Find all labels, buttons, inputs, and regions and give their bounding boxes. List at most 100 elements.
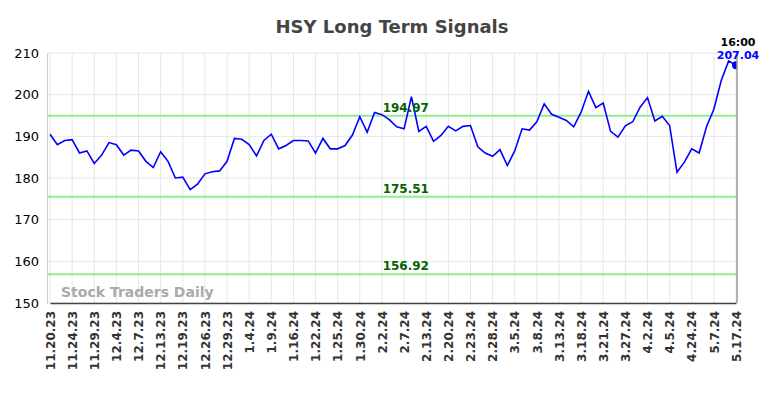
grid-line-x <box>227 53 228 303</box>
grid-line-x <box>492 53 493 303</box>
grid-line-x <box>625 53 626 303</box>
x-tick: 1.16.24 <box>287 303 301 362</box>
x-tick-label: 3.5.24 <box>508 311 522 354</box>
y-tick: 170 <box>14 212 47 227</box>
level-label: 175.51 <box>383 182 429 196</box>
x-tick: 11.24.23 <box>66 303 80 370</box>
grid-line-x <box>204 53 205 303</box>
x-tick: 12.29.23 <box>221 303 235 370</box>
x-tick-label: 2.2.24 <box>376 311 390 354</box>
x-tick: 12.13.23 <box>154 303 168 370</box>
x-tick: 3.27.24 <box>619 303 633 362</box>
x-tick-label: 1.30.24 <box>354 311 368 362</box>
x-tick: 4.24.24 <box>685 303 699 362</box>
x-tick-label: 4.5.24 <box>663 311 677 354</box>
x-tick: 2.13.24 <box>420 303 434 362</box>
grid-line-x <box>72 53 73 303</box>
y-tick: 160 <box>14 254 47 269</box>
grid-line-x <box>50 53 51 303</box>
grid-line-x <box>558 53 559 303</box>
x-tick-label: 12.29.23 <box>221 311 235 370</box>
x-tick-label: 2.28.24 <box>486 311 500 362</box>
level-label: 194.97 <box>383 101 429 115</box>
x-tick: 11.29.23 <box>88 303 102 370</box>
y-tick: 150 <box>14 296 47 311</box>
x-tick: 1.4.24 <box>243 303 257 354</box>
grid-line-y <box>47 136 737 137</box>
grid <box>47 53 737 303</box>
x-tick-label: 11.24.23 <box>66 311 80 370</box>
x-tick-label: 5.7.24 <box>708 311 722 354</box>
grid-line-y <box>47 53 737 54</box>
grid-line-x <box>138 53 139 303</box>
x-tick-label: 2.23.24 <box>464 311 478 362</box>
x-tick-label: 1.16.24 <box>287 311 301 362</box>
y-tick: 200 <box>14 87 47 102</box>
price-line <box>50 61 736 190</box>
x-tick: 12.26.23 <box>199 303 213 370</box>
x-tick-label: 12.13.23 <box>154 311 168 370</box>
x-tick: 3.5.24 <box>508 303 522 354</box>
x-tick: 1.22.24 <box>309 303 323 362</box>
x-tick: 12.19.23 <box>176 303 190 370</box>
y-axis-line <box>47 54 48 304</box>
x-tick-label: 11.29.23 <box>88 311 102 370</box>
end-marker <box>736 53 738 303</box>
watermark: Stock Traders Daily <box>61 284 214 300</box>
grid-line-x <box>116 53 117 303</box>
x-tick: 3.8.24 <box>531 303 545 354</box>
x-tick: 12.4.23 <box>110 303 124 362</box>
x-tick-label: 1.4.24 <box>243 311 257 354</box>
plot-area <box>47 61 737 274</box>
y-tick: 210 <box>14 46 47 61</box>
x-tick-label: 12.7.23 <box>132 311 146 362</box>
grid-line-y <box>47 219 737 220</box>
x-tick: 5.7.24 <box>708 303 722 354</box>
x-tick-label: 3.21.24 <box>597 311 611 362</box>
x-tick-label: 4.24.24 <box>685 311 699 362</box>
x-tick-label: 12.4.23 <box>110 311 124 362</box>
x-tick-label: 1.22.24 <box>309 311 323 362</box>
x-tick-label: 3.13.24 <box>553 311 567 362</box>
x-tick-label: 4.2.24 <box>641 311 655 354</box>
x-tick-label: 11.20.23 <box>44 311 58 370</box>
grid-line-x <box>603 53 604 303</box>
grid-line-y <box>47 303 737 304</box>
grid-line-x <box>514 53 515 303</box>
y-tick-label: 150 <box>14 296 39 311</box>
x-tick: 4.5.24 <box>663 303 677 354</box>
x-tick: 2.7.24 <box>398 303 412 354</box>
x-tick-label: 2.13.24 <box>420 311 434 362</box>
y-axis: 150160170180190200210 <box>14 46 47 311</box>
y-tick-label: 170 <box>14 212 39 227</box>
grid-line-x <box>94 53 95 303</box>
grid-line-x <box>315 53 316 303</box>
level-line <box>47 196 737 198</box>
grid-line-x <box>691 53 692 303</box>
level-label: 156.92 <box>383 259 429 273</box>
y-tick-label: 200 <box>14 87 39 102</box>
grid-line-x <box>271 53 272 303</box>
y-tick: 180 <box>14 171 47 186</box>
x-tick: 3.13.24 <box>553 303 567 362</box>
x-tick-label: 1.25.24 <box>331 311 345 362</box>
x-tick: 12.7.23 <box>132 303 146 362</box>
x-tick: 2.23.24 <box>464 303 478 362</box>
grid-line-x <box>293 53 294 303</box>
x-axis-line <box>51 303 737 305</box>
x-tick: 11.20.23 <box>44 303 58 370</box>
x-tick: 1.25.24 <box>331 303 345 362</box>
grid-line-x <box>669 53 670 303</box>
x-tick-label: 12.26.23 <box>199 311 213 370</box>
x-tick-label: 2.20.24 <box>442 311 456 362</box>
x-tick: 2.20.24 <box>442 303 456 362</box>
grid-line-x <box>713 53 714 303</box>
x-tick-label: 3.27.24 <box>619 311 633 362</box>
x-tick-label: 5.17.24 <box>730 311 744 362</box>
time-label: 16:00 <box>720 36 755 49</box>
y-tick-label: 180 <box>14 171 39 186</box>
grid-line-x <box>359 53 360 303</box>
grid-line-y <box>47 178 737 179</box>
x-tick: 4.2.24 <box>641 303 655 354</box>
level-line <box>47 273 737 275</box>
